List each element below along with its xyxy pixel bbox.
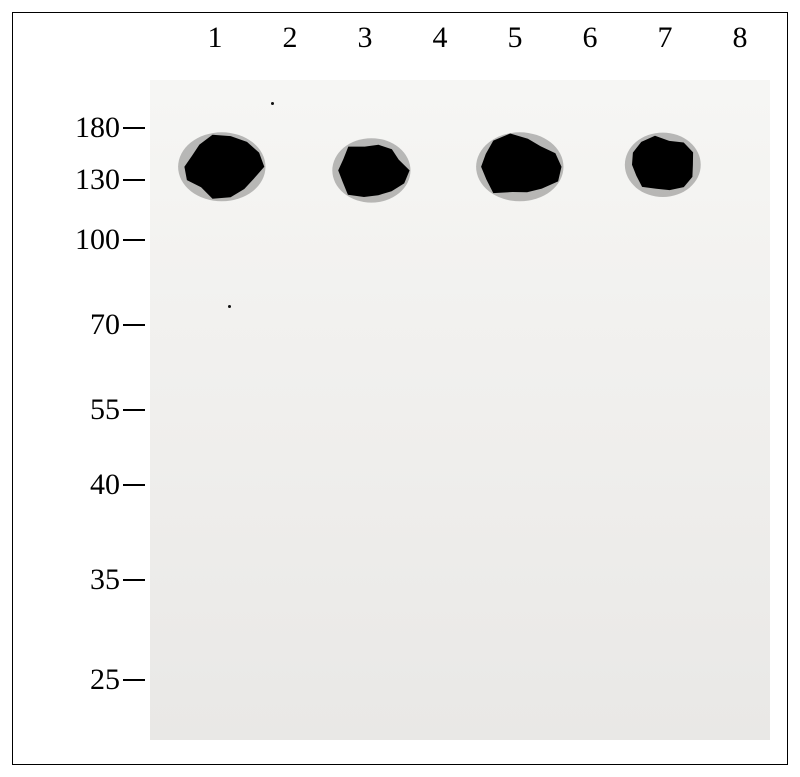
lane-label-7: 7 <box>658 21 673 55</box>
mw-tick-130 <box>123 179 145 181</box>
lane-label-3: 3 <box>358 21 373 55</box>
lane-label-4: 4 <box>433 21 448 55</box>
mw-tick-100 <box>123 239 145 241</box>
mw-tick-40 <box>123 484 145 486</box>
blot-membrane <box>150 80 770 740</box>
mw-label-180: 180 <box>75 111 120 145</box>
mw-label-70: 70 <box>90 308 120 342</box>
mw-label-55: 55 <box>90 393 120 427</box>
mw-label-40: 40 <box>90 468 120 502</box>
mw-tick-70 <box>123 324 145 326</box>
lane-label-5: 5 <box>508 21 523 55</box>
mw-tick-55 <box>123 409 145 411</box>
lane-label-6: 6 <box>583 21 598 55</box>
mw-tick-35 <box>123 579 145 581</box>
mw-label-130: 130 <box>75 163 120 197</box>
mw-label-100: 100 <box>75 223 120 257</box>
lane-label-1: 1 <box>208 21 223 55</box>
figure-container: 1 2 3 4 5 6 7 8 180 130 100 70 55 40 35 … <box>0 0 800 777</box>
mw-label-35: 35 <box>90 563 120 597</box>
mw-tick-180 <box>123 127 145 129</box>
mw-label-25: 25 <box>90 663 120 697</box>
mw-tick-25 <box>123 679 145 681</box>
speck-1 <box>271 102 274 105</box>
speck-2 <box>228 305 231 308</box>
lane-label-8: 8 <box>733 21 748 55</box>
lane-label-2: 2 <box>283 21 298 55</box>
